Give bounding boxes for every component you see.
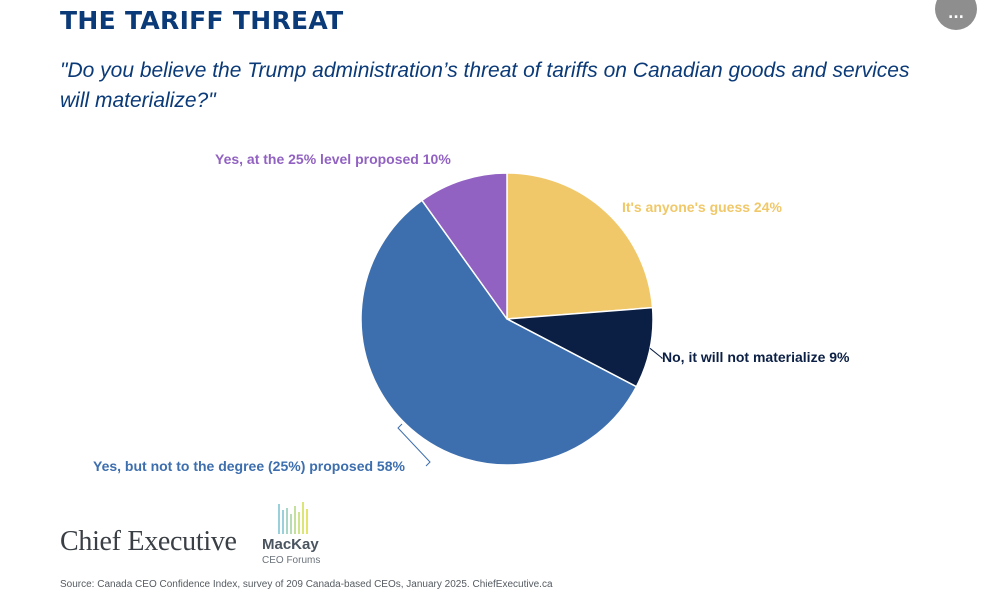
chief-executive-logo: Chief Executive xyxy=(60,526,237,557)
mackay-ceo-forums-logo: MacKay CEO Forums xyxy=(258,500,348,570)
slice-label-0: It's anyone's guess 24% xyxy=(622,199,782,215)
pie-slice-1 xyxy=(506,306,654,388)
more-horizontal-icon: ... xyxy=(948,6,964,22)
source-note: Source: Canada CEO Confidence Index, sur… xyxy=(60,579,553,590)
bar-logo-icon xyxy=(278,502,308,534)
chart-title: THE TARIFF THREAT xyxy=(60,6,344,35)
slice-label-1: No, it will not materialize 9% xyxy=(662,349,850,365)
leader-line-2 xyxy=(397,423,431,467)
slice-label-3: Yes, at the 25% level proposed 10% xyxy=(215,151,451,167)
pie-slice-2 xyxy=(360,199,638,466)
chart-question: "Do you believe the Trump administration… xyxy=(60,59,910,112)
pie-slice-0 xyxy=(506,172,654,320)
mackay-subtitle: CEO Forums xyxy=(262,555,321,566)
pie-slice-3 xyxy=(421,172,508,320)
mackay-name: MacKay xyxy=(262,536,319,553)
leader-line-1 xyxy=(649,347,664,359)
slice-label-2: Yes, but not to the degree (25%) propose… xyxy=(93,458,405,474)
